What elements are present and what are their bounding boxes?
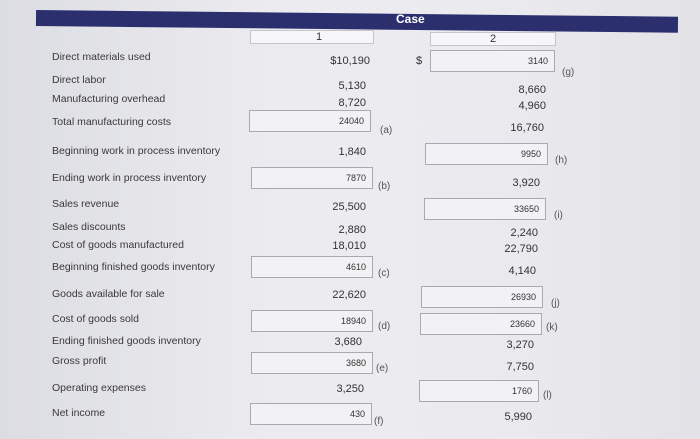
row-label-beginning-fg: Beginning finished goods inventory [52,261,215,273]
row-label-direct-materials: Direct materials used [52,51,151,63]
case2-ending-fg: 3,270 [506,339,534,351]
case1-cogm: 18,010 [332,240,366,252]
mark-g: (g) [562,67,575,78]
row-label-goods-available: Goods available for sale [52,288,165,300]
row-label-manufacturing-overhead: Manufacturing overhead [52,93,166,105]
row-label-sales-revenue: Sales revenue [52,198,120,210]
mark-l: (l) [543,390,552,401]
mark-i: (i) [554,210,563,221]
case1-operating-expenses: 3,250 [336,383,364,395]
case1-beginning-wip: 1,840 [338,146,366,158]
row-label-cogm: Cost of goods manufactured [52,239,184,251]
case2-gross-profit: 7,750 [506,361,534,373]
case1-sales-revenue: 25,500 [332,201,366,213]
mark-d: (d) [378,321,391,332]
case2-manufacturing-overhead: 4,960 [518,100,546,112]
case1-cogs-input[interactable]: 18940 [251,310,373,332]
case2-operating-expenses-input[interactable]: 1760 [419,380,539,402]
row-label-sales-discounts: Sales discounts [52,221,126,233]
row-label-gross-profit: Gross profit [52,355,107,367]
row-label-beginning-wip: Beginning work in process inventory [52,145,221,157]
case1-net-income-input[interactable]: 430 [250,403,372,425]
mark-e: (e) [376,363,389,374]
case1-sales-discounts: 2,880 [338,224,366,236]
case2-total-manufacturing-costs: 16,760 [510,122,544,134]
mark-j: (j) [551,298,560,309]
case2-beginning-wip-input[interactable]: 9950 [425,143,548,165]
case2-sales-discounts: 2,240 [510,227,538,239]
mark-f: (f) [374,416,384,427]
mark-a: (a) [380,125,393,136]
mark-h: (h) [555,155,568,166]
case2-net-income: 5,990 [504,411,532,423]
case2-direct-materials-input[interactable]: 3140 [430,50,555,72]
case1-direct-materials: $10,190 [330,55,370,67]
case1-beginning-fg-input[interactable]: 4610 [251,256,373,278]
case2-cogs-input[interactable]: 23660 [420,313,542,335]
case1-gross-profit-input[interactable]: 3680 [251,352,373,374]
case1-direct-labor: 5,130 [338,80,366,92]
case1-number: 1 [316,31,323,43]
case1-header [250,30,374,44]
row-label-total-manufacturing-costs: Total manufacturing costs [52,116,172,128]
case2-goods-available-input[interactable]: 26930 [421,286,543,308]
row-label-ending-fg: Ending finished goods inventory [52,335,201,347]
row-label-operating-expenses: Operating expenses [52,382,146,394]
case1-ending-wip-input[interactable]: 7870 [251,167,373,189]
row-label-ending-wip: Ending work in process inventory [52,172,207,184]
case1-goods-available: 22,620 [332,289,366,301]
case2-direct-labor: 8,660 [518,84,546,96]
case2-ending-wip: 3,920 [512,177,540,189]
mark-c: (c) [378,268,390,279]
case2-number: 2 [490,33,497,45]
case2-beginning-fg: 4,140 [508,265,536,277]
case2-header [430,32,556,46]
mark-k: (k) [546,322,558,333]
case2-dollar-sign: $ [416,55,423,67]
row-label-direct-labor: Direct labor [52,74,106,86]
case2-cogm: 22,790 [504,243,538,255]
case1-ending-fg: 3,680 [334,336,362,348]
mark-b: (b) [378,181,391,192]
row-label-net-income: Net income [52,407,106,419]
case1-total-manufacturing-costs-input[interactable]: 24040 [249,110,371,132]
case1-manufacturing-overhead: 8,720 [338,97,366,109]
case-header-title: Case [396,12,425,26]
row-label-cogs: Cost of goods sold [52,313,139,325]
case2-sales-revenue-input[interactable]: 33650 [424,198,546,220]
